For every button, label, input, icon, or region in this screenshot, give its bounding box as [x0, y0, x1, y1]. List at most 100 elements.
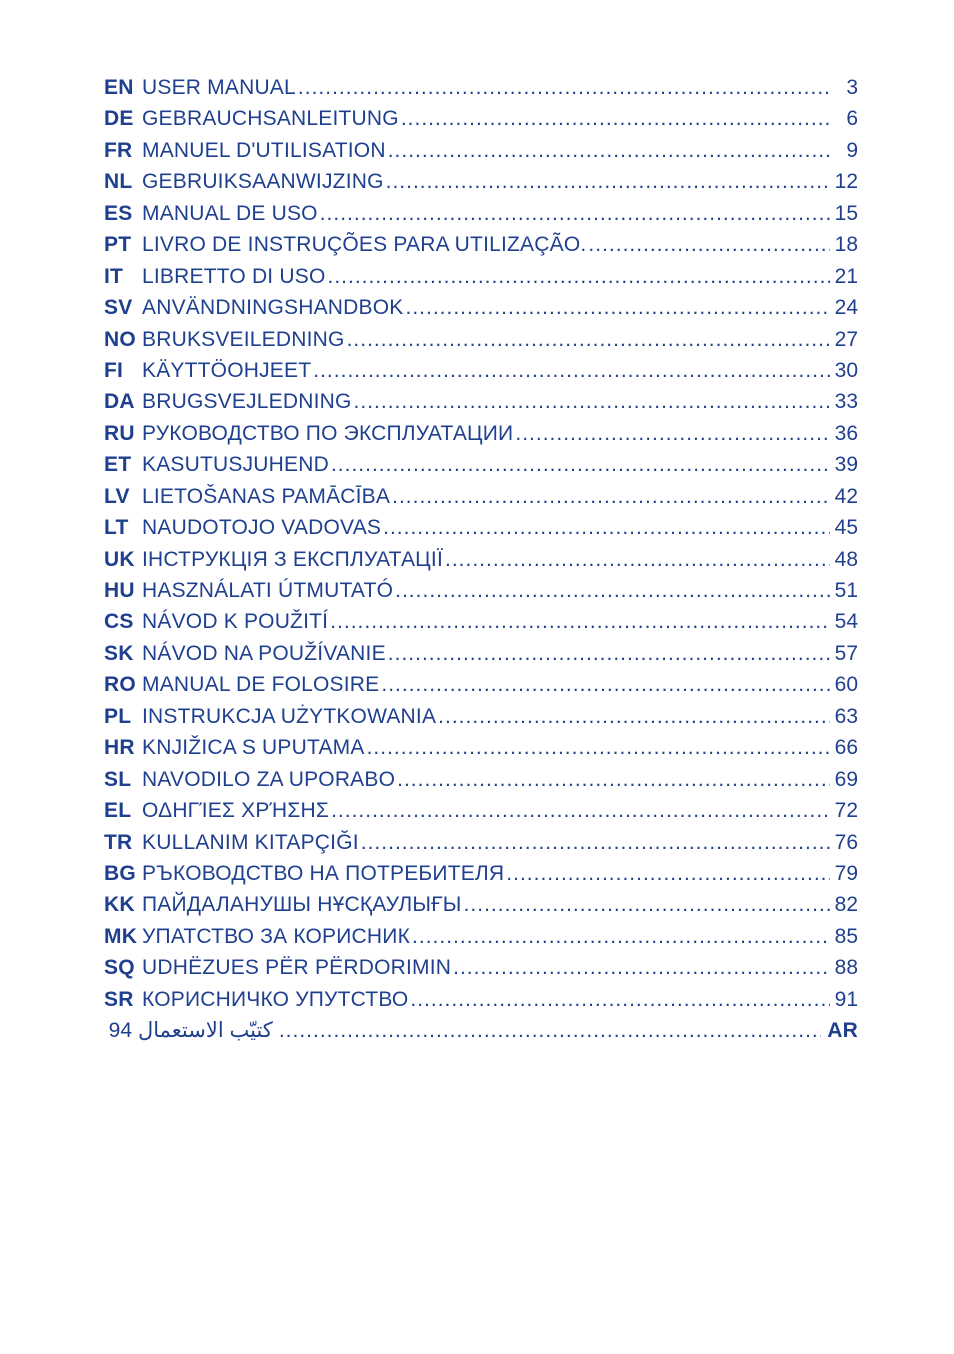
toc-entry: SRКОРИСНИЧКО УПУТСТВО 91 [104, 985, 858, 1015]
entry-title: KNJIŽICA S UPUTAMA [142, 733, 365, 763]
lang-code: TR [104, 828, 142, 858]
leader-dots [410, 922, 830, 952]
entry-title: LIETOŠANAS PAMĀCĪBA [142, 482, 390, 512]
toc-entry: BGРЪКОВОДСТВО НА ПОТРЕБИТЕЛЯ79 [104, 859, 858, 889]
leader-dots [328, 607, 830, 637]
lang-code: EL [104, 796, 142, 826]
lang-code: PT [104, 230, 142, 260]
page-number: 69 [830, 765, 858, 795]
page-number: 57 [830, 639, 858, 669]
page-number: 27 [830, 325, 858, 355]
lang-code: LV [104, 482, 142, 512]
leader-dots [352, 387, 830, 417]
page-number: 48 [830, 545, 858, 575]
leader-dots [325, 262, 830, 292]
entry-title: MANUEL D'UTILISATION [142, 136, 386, 166]
entry-title: NAUDOTOJO VADOVAS [142, 513, 381, 543]
toc-entry: PTLIVRO DE INSTRUÇÕES PARA UTILIZAÇÃO.18 [104, 230, 858, 260]
leader-dots [384, 167, 830, 197]
lang-code: AR [821, 1016, 858, 1046]
lang-code: SQ [104, 953, 142, 983]
leader-dots [393, 576, 830, 606]
entry-title: BRUGSVEJLEDNING [142, 387, 352, 417]
leader-dots [395, 765, 830, 795]
toc-entry: CSNÁVOD K POUŽITÍ54 [104, 607, 858, 637]
page-number: 91 [830, 985, 858, 1015]
leader-dots [311, 356, 830, 386]
page-number: 30 [830, 356, 858, 386]
page-number: 76 [830, 828, 858, 858]
leader-dots [365, 733, 830, 763]
toc-entry: LVLIETOŠANAS PAMĀCĪBA 42 [104, 482, 858, 512]
page-number: 18 [830, 230, 858, 260]
toc-entry: RUРУКОВОДСТВО ПО ЭКСПЛУАТАЦИИ36 [104, 419, 858, 449]
page-number: 15 [830, 199, 858, 229]
leader-dots [451, 953, 830, 983]
page-number: 21 [830, 262, 858, 292]
toc-entry: SQUDHËZUES PËR PËRDORIMIN88 [104, 953, 858, 983]
leader-dots [443, 545, 830, 575]
toc-entry: HUHASZNÁLATI ÚTMUTATÓ51 [104, 576, 858, 606]
entry-title: MANUAL DE USO [142, 199, 318, 229]
lang-code: FI [104, 356, 142, 386]
toc-entry: ENUSER MANUAL3 [104, 73, 858, 103]
lang-code: RU [104, 419, 142, 449]
lang-code: HU [104, 576, 142, 606]
leader-dots [345, 325, 830, 355]
toc-entry: ITLIBRETTO DI USO21 [104, 262, 858, 292]
lang-code: NO [104, 325, 142, 355]
leader-dots [359, 828, 830, 858]
page-number: 60 [830, 670, 858, 700]
page-number: 88 [830, 953, 858, 983]
entry-title: NÁVOD K POUŽITÍ [142, 607, 328, 637]
leader-dots [390, 482, 830, 512]
page-number: 45 [830, 513, 858, 543]
toc-entry: LTNAUDOTOJO VADOVAS 45 [104, 513, 858, 543]
entry-title: ΟΔΗΓΊΕΣ ΧΡΉΣΗΣ [142, 796, 329, 826]
lang-code: DA [104, 387, 142, 417]
toc-entry: MKУПАТСТВО ЗА КОРИСНИК85 [104, 922, 858, 952]
lang-code: SK [104, 639, 142, 669]
entry-title: ANVÄNDNINGSHANDBOK [142, 293, 403, 323]
leader-dots [329, 796, 830, 826]
leader-dots [386, 136, 830, 166]
lang-code: ES [104, 199, 142, 229]
entry-title: КОРИСНИЧКО УПУТСТВО [142, 985, 408, 1015]
page-number: 79 [830, 859, 858, 889]
toc-entry: TRKULLANIM KITAPÇIĞI 76 [104, 828, 858, 858]
entry-title: HASZNÁLATI ÚTMUTATÓ [142, 576, 393, 606]
entry-title: NAVODILO ZA UPORABO [142, 765, 395, 795]
page-number: 94 [104, 1016, 132, 1046]
lang-code: SR [104, 985, 142, 1015]
toc-entry: SKNÁVOD NA POUŽÍVANIE57 [104, 639, 858, 669]
toc-entry: ETKASUTUSJUHEND39 [104, 450, 858, 480]
lang-code: CS [104, 607, 142, 637]
lang-code: LT [104, 513, 142, 543]
leader-dots [403, 293, 830, 323]
toc-entry: NOBRUKSVEILEDNING 27 [104, 325, 858, 355]
lang-code: IT [104, 262, 142, 292]
page-number: 42 [830, 482, 858, 512]
leader-dots [379, 670, 830, 700]
toc-entry: ELΟΔΗΓΊΕΣ ΧΡΉΣΗΣ72 [104, 796, 858, 826]
leader-dots [329, 450, 830, 480]
leader-dots [462, 890, 830, 920]
toc-entry: ESMANUAL DE USO 15 [104, 199, 858, 229]
entry-title: РУКОВОДСТВО ПО ЭКСПЛУАТАЦИИ [142, 419, 513, 449]
lang-code: KK [104, 890, 142, 920]
lang-code: PL [104, 702, 142, 732]
entry-title: BRUKSVEILEDNING [142, 325, 345, 355]
lang-code: UK [104, 545, 142, 575]
toc-entry-ar: 94كتيّب الاستعمالAR [104, 1016, 858, 1046]
lang-code: FR [104, 136, 142, 166]
entry-title: KULLANIM KITAPÇIĞI [142, 828, 359, 858]
table-of-contents: ENUSER MANUAL3DEGEBRAUCHSANLEITUNG6FRMAN… [104, 73, 858, 1047]
toc-entry: DEGEBRAUCHSANLEITUNG6 [104, 104, 858, 134]
lang-code: HR [104, 733, 142, 763]
toc-entry: HRKNJIŽICA S UPUTAMA66 [104, 733, 858, 763]
lang-code: RO [104, 670, 142, 700]
leader-dots [408, 985, 830, 1015]
page-number: 63 [830, 702, 858, 732]
page-number: 82 [830, 890, 858, 920]
entry-title: GEBRAUCHSANLEITUNG [142, 104, 399, 134]
